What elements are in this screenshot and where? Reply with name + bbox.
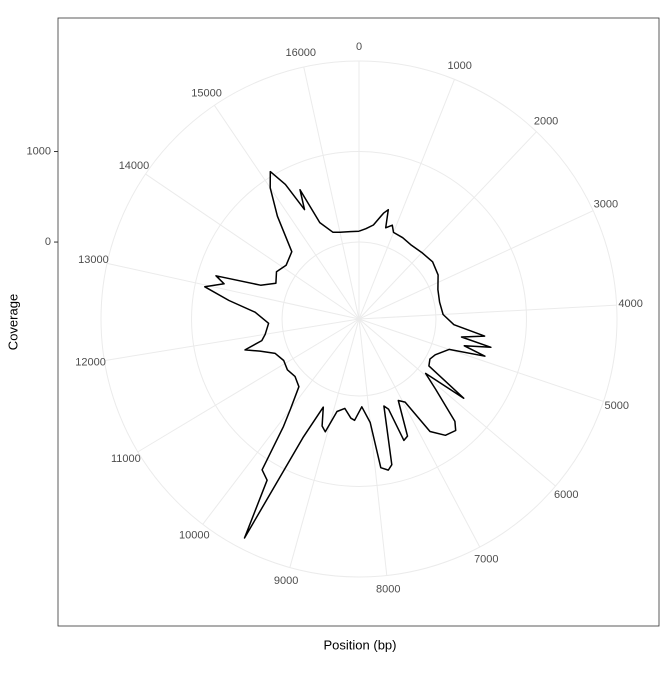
y-tick-label: 1000 xyxy=(27,145,51,157)
grid-spoke xyxy=(104,318,360,362)
x-tick-label: 16000 xyxy=(285,47,316,59)
x-tick-label: 3000 xyxy=(594,199,618,211)
x-tick-label: 13000 xyxy=(78,254,109,266)
x-tick-label: 14000 xyxy=(119,160,150,172)
grid-spoke xyxy=(358,318,388,576)
grid-spoke xyxy=(145,173,360,320)
x-tick-label: 9000 xyxy=(274,575,298,587)
grid-spoke xyxy=(202,318,360,525)
grid-spoke xyxy=(303,66,360,320)
x-tick-label: 15000 xyxy=(191,88,222,100)
grid-spoke xyxy=(358,210,594,320)
grid-spoke xyxy=(358,318,556,487)
x-tick-label: 10000 xyxy=(179,529,210,541)
grid-spoke xyxy=(358,318,481,548)
x-tick-label: 4000 xyxy=(618,298,642,310)
y-tick-label: 0 xyxy=(45,236,51,248)
grid-spoke xyxy=(106,262,360,320)
x-tick-label: 7000 xyxy=(474,553,498,565)
y-axis-title: Coverage xyxy=(5,294,20,350)
grid-spoke xyxy=(213,105,360,320)
x-tick-label: 5000 xyxy=(604,400,628,412)
x-tick-label: 1000 xyxy=(447,60,471,72)
grid-spoke xyxy=(358,318,604,402)
grid-spoke xyxy=(137,318,360,453)
grid-spoke xyxy=(358,131,537,320)
x-tick-label: 11000 xyxy=(111,453,141,465)
x-tick-label: 2000 xyxy=(534,115,558,127)
x-tick-label: 0 xyxy=(356,41,362,53)
x-tick-label: 12000 xyxy=(75,357,106,369)
x-tick-label: 6000 xyxy=(554,489,578,501)
x-axis-title: Position (bp) xyxy=(324,637,397,652)
coverage-line xyxy=(204,170,492,539)
grid-spoke xyxy=(358,79,455,320)
grid-spoke xyxy=(289,318,360,568)
x-tick-label: 8000 xyxy=(376,583,400,595)
grid-spoke xyxy=(358,304,617,320)
